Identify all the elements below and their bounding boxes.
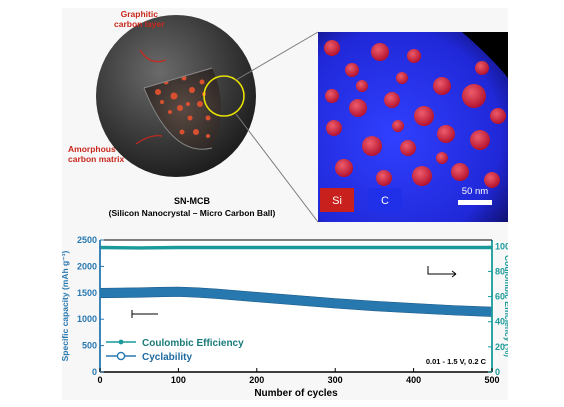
nanocrystal-dot — [177, 105, 183, 111]
y-right-tick-label: 60 — [495, 292, 505, 302]
y-right-tick-label: 20 — [495, 342, 505, 352]
si-particle — [407, 49, 421, 63]
graphitic-label-line2: carbon layer — [114, 19, 165, 29]
si-particle — [414, 106, 434, 126]
c-legend-label: C — [381, 195, 389, 207]
si-particle — [362, 136, 382, 156]
si-particle — [490, 108, 506, 124]
micrograph-dark-corner — [462, 32, 508, 78]
x-tick-label: 500 — [484, 375, 499, 385]
legend-cyc-label: Cyclability — [142, 352, 192, 363]
amorphous-label-line2: carbon matrix — [68, 154, 125, 164]
x-tick-label: 300 — [328, 375, 343, 385]
si-particle — [356, 80, 368, 92]
zoom-circle — [203, 75, 245, 117]
nanocrystal-dot — [170, 92, 178, 100]
nanocrystal-dot — [168, 110, 172, 114]
c-legend-swatch — [368, 188, 402, 212]
cycling-chart: 0 100 200 300 400 500050010001500200025000204… — [62, 235, 508, 399]
nanocrystal-dot — [160, 100, 164, 104]
y-right-tick-label: 0 — [495, 367, 500, 377]
si-particle — [433, 77, 451, 95]
si-particle — [392, 120, 404, 132]
y-left-tick-label: 2000 — [77, 261, 97, 271]
zoom-line-bottom — [235, 113, 319, 223]
legend-ce-label: Coulombic Efficiency — [142, 338, 244, 349]
si-particle — [451, 163, 469, 181]
si-particle — [484, 172, 500, 188]
scale-bar-label: 50 nm — [462, 186, 488, 197]
condition-annotation: 0.01 - 1.5 V, 0.2 C — [426, 357, 487, 366]
si-particle — [325, 89, 339, 103]
si-particle — [437, 125, 455, 143]
si-particle — [345, 63, 359, 77]
y-axis-left-label: Specific capacity (mAh g⁻¹) — [62, 250, 70, 361]
y-right-tick-label: 100 — [495, 241, 508, 251]
y-right-tick-label: 80 — [495, 266, 505, 276]
nanocrystal-dot — [189, 87, 195, 93]
si-particle — [384, 92, 400, 108]
si-particle — [436, 152, 448, 164]
si-particle — [475, 61, 489, 75]
y-left-tick-label: 2500 — [77, 235, 97, 245]
graphitic-callout-line — [139, 49, 167, 63]
figure-panel: Si C 50 nm Graphitic carbon layer Amorph… — [62, 8, 508, 400]
nanocrystal-dot — [193, 129, 199, 135]
graphitic-label-line1: Graphitic — [120, 9, 158, 19]
si-particle — [376, 170, 392, 186]
y-left-tick-label: 0 — [92, 367, 97, 377]
si-particle — [335, 159, 353, 177]
y-right-tick-label: 40 — [495, 317, 505, 327]
schematic-panel: Si C 50 nm — [96, 15, 508, 223]
left-axis-arrow — [131, 310, 158, 318]
y-left-tick-label: 500 — [82, 341, 97, 351]
si-particle — [396, 72, 408, 84]
y-left-tick-label: 1000 — [77, 314, 97, 324]
si-legend-swatch — [320, 188, 354, 212]
x-tick-label: 0 — [97, 375, 102, 385]
amorphous-label: Amorphous carbon matrix — [68, 144, 124, 164]
x-tick-label: 100 — [171, 375, 186, 385]
y-left-tick-label: 1500 — [77, 288, 97, 298]
nanocrystal-dot — [205, 115, 211, 121]
si-particle — [400, 140, 416, 156]
si-particle — [412, 166, 432, 186]
nanocrystal-dot — [155, 89, 161, 95]
right-axis-arrow — [427, 266, 456, 275]
sn-mcb-subtitle: (Silicon Nanocrystal – Micro Carbon Ball… — [108, 208, 276, 218]
nanocrystal-dot — [187, 115, 193, 121]
nanocrystal-dot — [197, 101, 203, 107]
si-particle — [324, 40, 340, 56]
si-particle — [326, 120, 342, 136]
x-axis-label: Number of cycles — [254, 388, 338, 399]
nanocrystal-dot — [179, 129, 185, 135]
scale-bar — [458, 200, 492, 205]
amorphous-label-line1: Amorphous — [68, 144, 116, 154]
x-tick-label: 200 — [249, 375, 264, 385]
si-legend-label: Si — [332, 195, 342, 207]
sn-mcb-title: SN-MCB — [174, 196, 210, 206]
y-axis-right-label: Coulombic Efficiency (%) — [503, 255, 508, 357]
graphitic-label: Graphitic carbon layer — [114, 9, 165, 29]
legend-cyc-marker — [116, 351, 126, 361]
si-particle — [470, 130, 490, 150]
si-particle — [462, 84, 486, 108]
si-particle — [371, 43, 389, 61]
si-particle — [349, 99, 367, 117]
silicon-particles — [324, 40, 506, 188]
nanocrystal-dot — [206, 134, 210, 138]
zoom-line-top — [235, 31, 319, 81]
carbon-ball-illustration — [96, 15, 256, 177]
x-tick-label: 400 — [406, 375, 421, 385]
nanocrystal-dot — [199, 79, 205, 85]
amorphous-callout-line — [135, 135, 163, 145]
nanocrystal-dot — [186, 102, 190, 106]
legend-ce-marker — [118, 339, 124, 345]
